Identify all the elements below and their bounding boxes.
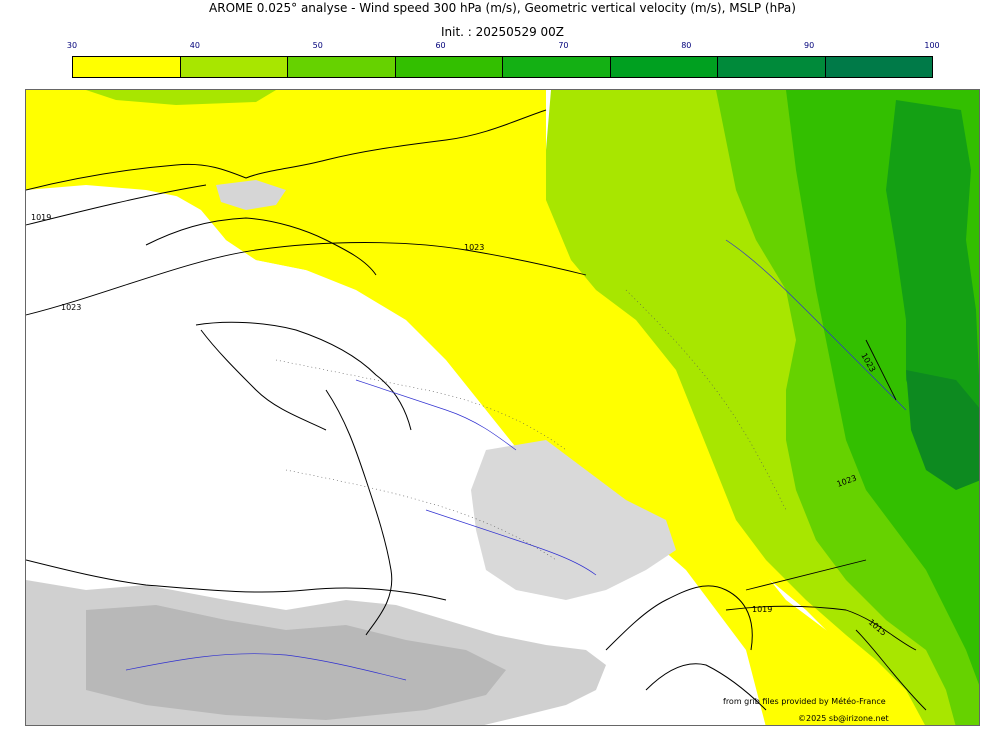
colorbar-tick: 80 xyxy=(681,41,692,50)
colorbar-swatch xyxy=(72,56,181,78)
data-credit: from grib files provided by Météo-France xyxy=(723,697,886,706)
isobar-label: 1019 xyxy=(752,605,772,614)
weather-map: 1019 1023 1023 1023 1023 1019 1015 xyxy=(25,89,980,726)
wind-zone-70-80 xyxy=(886,100,979,460)
init-time: Init. : 20250529 00Z xyxy=(440,25,565,39)
wind-zone-80-90 xyxy=(906,370,979,490)
colorbar xyxy=(72,56,933,80)
copyright: ©2025 sb@irizone.net xyxy=(798,714,889,723)
coastlines xyxy=(26,109,767,711)
rivers xyxy=(125,239,907,681)
isobar-label: 1019 xyxy=(31,213,51,222)
wind-zone-30-40-main xyxy=(26,90,925,725)
map-title: AROME 0.025° analyse - Wind speed 300 hP… xyxy=(209,1,796,15)
colorbar-swatch xyxy=(287,56,396,78)
colorbar-swatch xyxy=(717,56,826,78)
colorbar-swatch xyxy=(824,56,933,78)
isobars xyxy=(26,184,927,711)
wind-zone-40-50-top xyxy=(86,90,276,105)
colorbar-tick: 100 xyxy=(924,41,940,50)
colorbar-tick: 50 xyxy=(312,41,323,50)
isobar-label: 1023 xyxy=(464,243,484,252)
colorbar-swatch xyxy=(502,56,611,78)
colorbar-swatch xyxy=(394,56,503,78)
colorbar-swatch xyxy=(179,56,288,78)
colorbar-tick: 60 xyxy=(435,41,446,50)
colorbar-tick: 90 xyxy=(804,41,815,50)
admin-borders xyxy=(275,289,787,561)
vertical-velocity-central xyxy=(471,440,676,600)
colorbar-swatch xyxy=(609,56,718,78)
map-canvas: 1019 1023 1023 1023 1023 1019 1015 xyxy=(26,90,979,725)
colorbar-tick: 40 xyxy=(189,41,200,50)
colorbar-tick: 70 xyxy=(558,41,569,50)
isobar-label: 1023 xyxy=(61,303,81,312)
colorbar-tick: 30 xyxy=(66,41,78,50)
vertical-velocity-north xyxy=(216,180,286,210)
vertical-velocity-dark xyxy=(86,605,506,720)
